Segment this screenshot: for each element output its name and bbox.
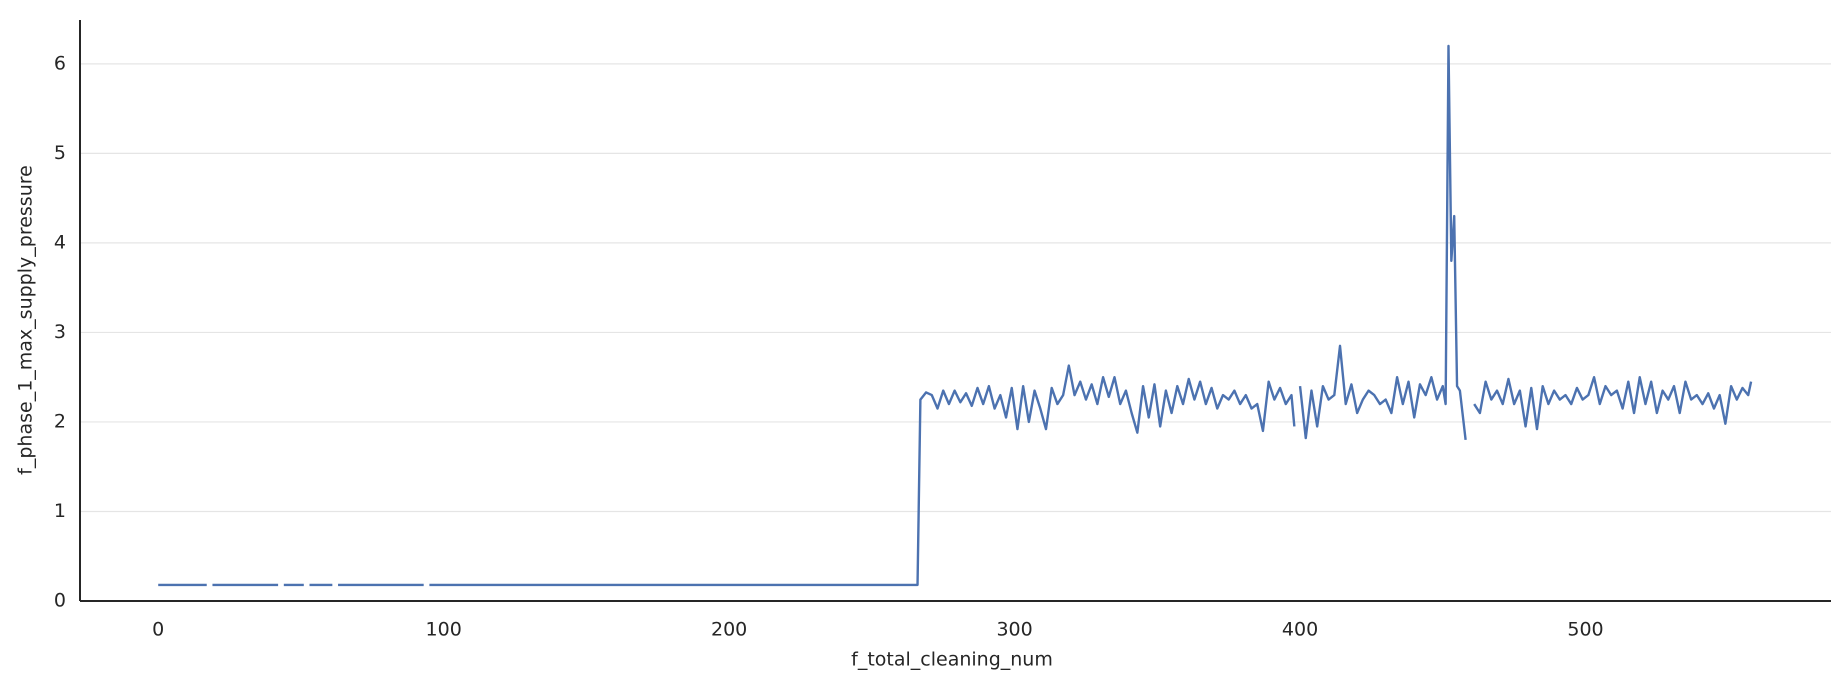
y-tick-label: 3 <box>54 321 66 343</box>
x-axis-label: f_total_cleaning_num <box>851 649 1053 671</box>
x-tick-label: 400 <box>1282 619 1318 641</box>
y-tick-label: 4 <box>54 231 66 253</box>
y-axis-label: f_phase_1_max_supply_pressure <box>15 165 37 475</box>
y-tick-label: 2 <box>54 410 66 432</box>
x-tick-label: 100 <box>426 619 462 641</box>
x-tick-label: 500 <box>1567 619 1603 641</box>
x-tick-label: 300 <box>996 619 1032 641</box>
x-tick-label: 0 <box>152 619 164 641</box>
y-tick-label: 5 <box>54 142 66 164</box>
y-tick-label: 6 <box>54 52 66 74</box>
y-tick-label: 1 <box>54 500 66 522</box>
data-line <box>158 44 1753 587</box>
x-tick-label: 200 <box>711 619 747 641</box>
y-tick-label: 0 <box>54 590 66 612</box>
